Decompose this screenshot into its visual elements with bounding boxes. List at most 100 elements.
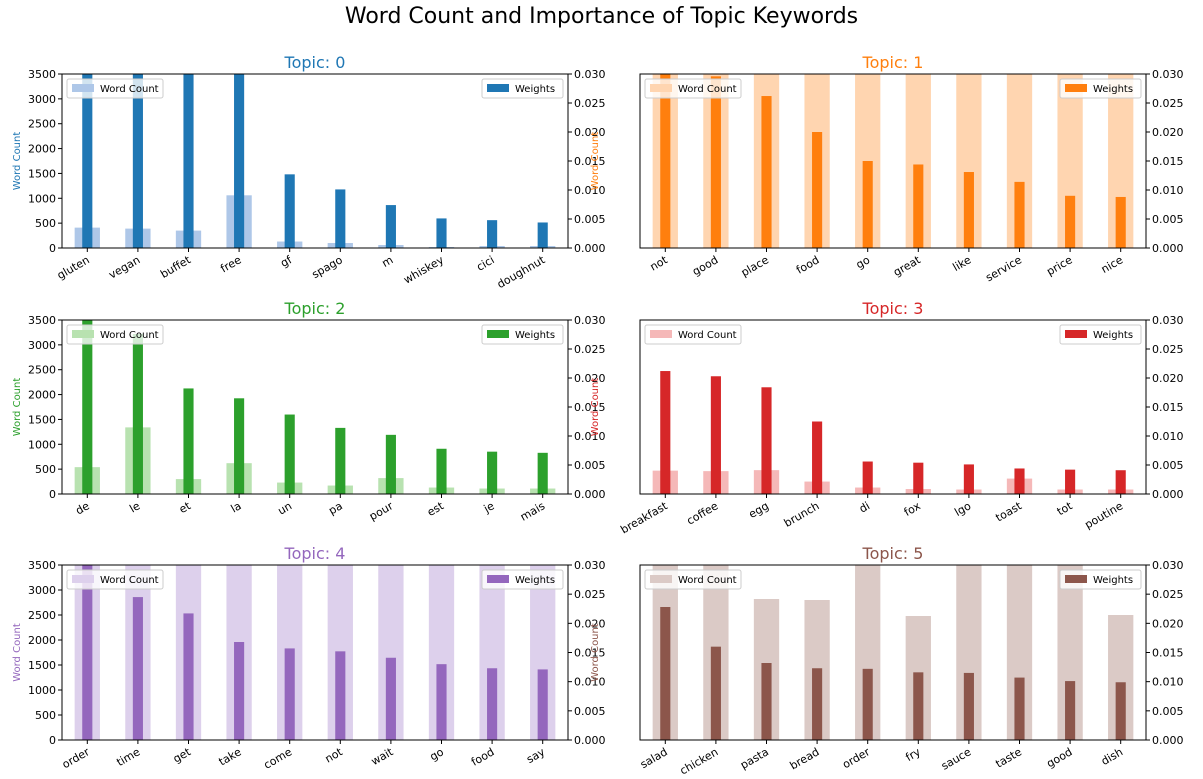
legend-swatch [1065,575,1087,583]
x-tick-label: dish [1099,745,1125,768]
weight-bar [1014,677,1025,740]
legend-word-count: Word Count [66,78,164,99]
y-right-tick-label: 0.020 [574,617,606,630]
weight-bar [385,657,396,740]
y-right-tick-label: 0.030 [574,314,606,327]
y-right-tick-label: 0.020 [1152,126,1184,139]
x-tick-label: poutine [1083,499,1126,531]
legend-label: Word Count [678,575,737,586]
legend-box [1059,78,1142,99]
legend-label: Weights [515,330,555,341]
x-tick-label: mais [518,499,547,524]
weight-bar [335,189,346,248]
y-left-tick-label: 1000 [28,684,56,697]
y-left-tick-label: 1500 [28,167,56,180]
y-left-tick-label: 2500 [28,609,56,622]
y-right-tick-label: 0.020 [1152,372,1184,385]
weight-bar [537,222,548,248]
x-tick-label: cici [474,253,496,273]
x-tick-label: go [428,745,447,763]
x-tick-label: place [739,253,771,279]
legend-swatch [1065,84,1087,92]
weight-bar [284,414,295,494]
x-tick-label: pour [367,499,396,523]
weight-bar [1115,470,1126,494]
bars-group [652,74,1134,248]
topic-panel-0: 0 500 1000 1500 2000 2500 3000 3500 0.000 0.005 0.… [12,53,606,291]
weight-bar [132,74,143,248]
x-tick-label: good [690,253,720,278]
y-right-tick-label: 0.005 [1152,213,1184,226]
weight-bar [487,220,498,248]
weight-bar [913,462,924,494]
x-tick-label: say [524,745,547,766]
legend-box [481,569,564,590]
y-left-tick-label: 2500 [28,364,56,377]
y-right-tick-label: 0.010 [574,184,606,197]
legend-swatch [487,84,509,92]
legend-label: Word Count [100,84,159,95]
x-tick-label: fox [902,499,923,519]
x-tick-label: pa [326,499,344,517]
x-tick-label: pasta [738,745,771,772]
legend-label: Weights [515,575,555,586]
y-left-tick-label: 500 [35,217,56,230]
y-right-tick-label: 0.000 [1152,242,1184,255]
topic-panel-4: 0 500 1000 1500 2000 2500 3000 3500 0.000 0.005 0.… [12,544,606,772]
weight-bar [963,172,974,248]
weight-bar [812,421,823,494]
x-tick-label: like [951,253,974,274]
y-right-tick-label: 0.020 [1152,617,1184,630]
x-tick-label: la [229,499,244,515]
y-right-tick-label: 0.015 [1152,401,1184,414]
x-tick-label: coffee [685,499,721,527]
y-left-tick-label: 3000 [28,584,56,597]
x-tick-label: chicken [678,745,721,777]
weight-bar [963,464,974,494]
weight-bar [436,448,447,494]
legend-label: Word Count [678,84,737,95]
weight-bar [132,333,143,494]
y-right-tick-label: 0.025 [1152,343,1184,356]
weight-bar [812,132,823,248]
weight-bar [761,96,772,248]
x-tick-label: whiskey [401,253,446,287]
y-left-tick-label: 2000 [28,143,56,156]
panel-title: Topic: 2 [284,299,346,318]
weight-bar [385,434,396,494]
x-tick-label: et [177,499,194,516]
weight-bar [183,388,194,494]
weight-bar [183,74,194,248]
x-tick-label: le [127,499,142,515]
x-tick-label: vegan [106,253,142,281]
weight-bar [132,597,143,740]
weight-bar [1065,469,1076,494]
weight-bar [234,398,245,494]
y-right-tick-label: 0.010 [1152,430,1184,443]
legend-label: Word Count [100,330,159,341]
legend-word-count: Word Count [66,324,164,345]
x-tick-label: not [323,745,346,766]
y-right-tick-label: 0.020 [574,372,606,385]
y-left-tick-label: 3500 [28,68,56,81]
weight-bar [537,669,548,740]
legend-weights: Weights [481,324,564,345]
legend-weights: Weights [1059,569,1142,590]
x-tick-label: tot [1055,499,1075,518]
x-tick-label: buffet [158,253,193,281]
y-right-tick-label: 0.000 [1152,488,1184,501]
weight-bar [1014,468,1025,494]
weight-bar [710,376,721,494]
x-tick-label: great [891,253,923,279]
y-right-tick-label: 0.000 [1152,734,1184,747]
weight-bar [82,74,93,248]
topic-panel-5: 0.000 0.005 0.010 0.015 0.020 0.025 0.030 salad… [590,544,1184,778]
legend-box [1059,324,1142,345]
bars-group [74,74,556,248]
legend-box [481,324,564,345]
weight-bar [487,451,498,494]
y-right-tick-label: 0.030 [1152,68,1184,81]
figure-title: Word Count and Importance of Topic Keywo… [344,4,859,29]
weight-bar [436,218,447,248]
